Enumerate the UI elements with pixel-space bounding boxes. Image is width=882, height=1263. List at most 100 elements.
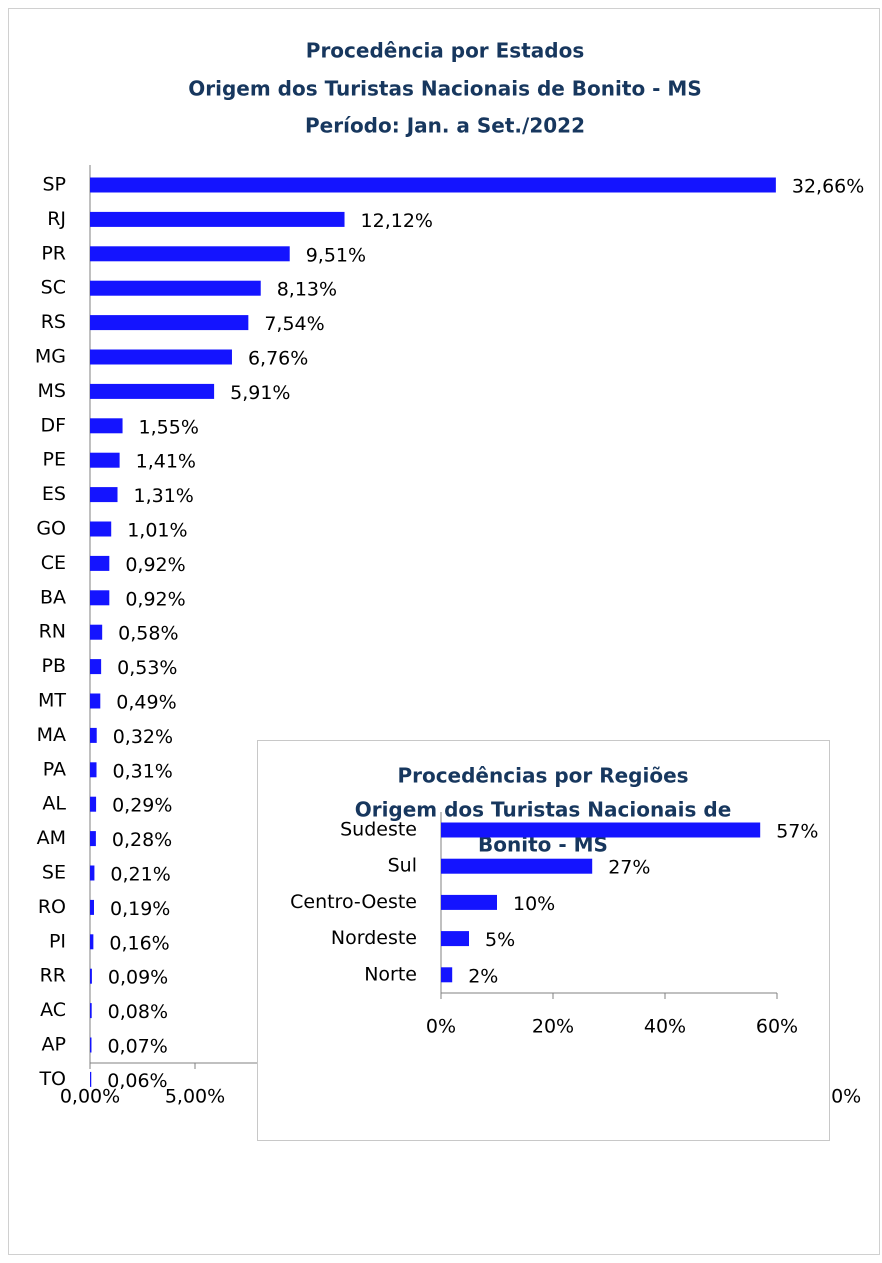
bar — [90, 1037, 92, 1053]
y-tick-label: Sudeste — [340, 819, 417, 841]
y-tick-label: AM — [37, 827, 66, 849]
data-label: 32,66% — [792, 176, 864, 198]
x-tick-label: 0% — [426, 1016, 456, 1038]
chart-title: Procedência por Estados — [306, 39, 584, 63]
bar — [90, 280, 261, 296]
data-label: 0,06% — [107, 1070, 167, 1092]
data-label: 0,09% — [108, 967, 168, 989]
bar — [90, 968, 92, 984]
y-tick-label: MS — [38, 380, 66, 402]
y-tick-label: MT — [38, 690, 66, 712]
bar — [90, 727, 97, 743]
bar — [441, 967, 453, 983]
y-tick-label: SC — [41, 277, 66, 299]
data-label: 0,92% — [125, 554, 185, 576]
data-label: 0,32% — [113, 726, 173, 748]
bar — [90, 693, 101, 709]
bar — [90, 418, 123, 434]
inset-frame — [257, 740, 830, 1141]
data-label: 0,08% — [108, 1001, 168, 1023]
y-tick-label: Norte — [364, 963, 417, 985]
bar — [90, 246, 290, 262]
bar — [90, 177, 776, 193]
bar — [90, 865, 95, 881]
bar — [441, 894, 497, 910]
data-label: 2% — [468, 965, 498, 987]
chart-title: Origem dos Turistas Nacionais de — [355, 798, 732, 822]
bar — [90, 349, 232, 365]
data-label: 0,49% — [116, 692, 176, 714]
data-label: 0,92% — [125, 588, 185, 610]
y-tick-label: RO — [38, 896, 66, 918]
data-label: 5,91% — [230, 382, 290, 404]
y-tick-label: PA — [43, 758, 66, 780]
y-tick-label: AP — [42, 1034, 66, 1056]
data-label: 0,28% — [112, 829, 172, 851]
x-tick-label: 40% — [644, 1016, 686, 1038]
bar — [90, 934, 94, 950]
bar — [441, 931, 469, 947]
y-tick-label: SP — [42, 174, 66, 196]
y-tick-label: AC — [40, 999, 66, 1021]
x-tick-label: 5,00% — [165, 1086, 225, 1108]
data-label: 0,58% — [118, 623, 178, 645]
y-tick-label: MA — [37, 724, 66, 746]
y-tick-label: MG — [35, 346, 66, 368]
data-label: 6,76% — [248, 348, 308, 370]
data-label: 1,31% — [134, 485, 194, 507]
data-label: 57% — [776, 821, 818, 843]
bar — [90, 899, 94, 915]
data-label: 0,16% — [109, 932, 169, 954]
data-label: 0,31% — [113, 760, 173, 782]
bar — [90, 1071, 92, 1087]
y-tick-label: TO — [38, 1068, 66, 1090]
bar — [90, 624, 103, 640]
y-tick-label: PE — [43, 449, 66, 471]
data-label: 0,21% — [110, 864, 170, 886]
bar — [90, 796, 97, 812]
data-label: 12,12% — [361, 210, 433, 232]
bar — [90, 1003, 92, 1019]
bar — [90, 762, 97, 778]
bar — [90, 211, 345, 227]
data-label: 9,51% — [306, 244, 366, 266]
data-label: 10% — [513, 893, 555, 915]
y-tick-label: Sul — [388, 855, 417, 877]
bar — [441, 822, 761, 838]
y-tick-label: SE — [42, 862, 66, 884]
bar — [90, 383, 215, 399]
data-label: 1,41% — [136, 451, 196, 473]
bar — [90, 555, 110, 571]
y-tick-label: Centro-Oeste — [290, 891, 417, 913]
y-tick-label: ES — [42, 483, 66, 505]
bar — [90, 487, 118, 503]
y-tick-label: GO — [36, 518, 66, 540]
y-tick-label: RN — [39, 621, 66, 643]
y-tick-label: PI — [49, 930, 66, 952]
bar — [90, 590, 110, 606]
y-tick-label: BA — [40, 586, 66, 608]
y-tick-label: CE — [41, 552, 66, 574]
data-label: 7,54% — [264, 313, 324, 335]
x-tick-label: 60% — [756, 1016, 798, 1038]
data-label: 0,53% — [117, 657, 177, 679]
y-tick-label: Nordeste — [331, 927, 417, 949]
chart-title: Procedências por Regiões — [397, 764, 688, 788]
y-tick-label: DF — [40, 414, 66, 436]
y-tick-label: PB — [42, 655, 67, 677]
regions-chart: Procedências por Regiões Origem dos Turis… — [290, 764, 818, 1038]
data-label: 0,19% — [110, 898, 170, 920]
x-tick-label: 20% — [532, 1016, 574, 1038]
bar — [441, 858, 593, 874]
data-label: 0,29% — [112, 795, 172, 817]
y-tick-label: AL — [42, 793, 66, 815]
bar — [90, 315, 249, 331]
data-label: 1,01% — [127, 520, 187, 542]
chart-title: Origem dos Turistas Nacionais de Bonito … — [188, 77, 701, 101]
x-tick-label: 0,00% — [60, 1086, 120, 1108]
data-label: 0,07% — [107, 1036, 167, 1058]
data-label: 5% — [485, 929, 515, 951]
y-tick-label: PR — [41, 242, 66, 264]
chart-title: Período: Jan. a Set./2022 — [305, 114, 585, 138]
